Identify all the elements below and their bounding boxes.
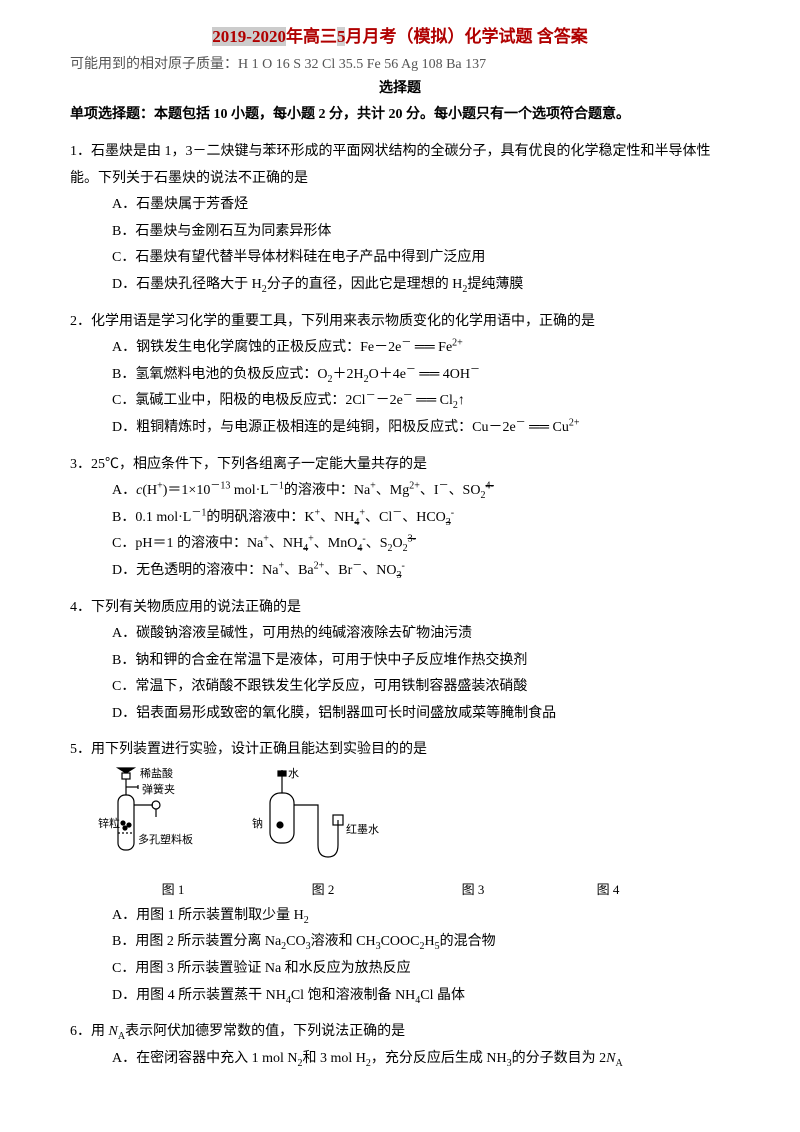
apparatus-2-icon: 水 钠 红墨水	[248, 765, 388, 870]
question-2: 2．化学用语是学习化学的重要工具，下列用来表示物质变化的化学用语中，正确的是 A…	[70, 309, 730, 442]
fig2-caption: 图 2	[248, 878, 398, 903]
q1-opt-b: B．石墨炔与金刚石互为同素异形体	[70, 219, 730, 246]
title-part2: 年高三	[286, 27, 337, 46]
svg-text:钠: 钠	[252, 816, 263, 830]
q5-opt-b: B．用图 2 所示装置分离 Na2CO3溶液和 CH3COOC2H5的混合物	[70, 929, 730, 956]
section-heading: 选择题	[70, 77, 730, 97]
question-4: 4．下列有关物质应用的说法正确的是 A．碳酸钠溶液呈碱性，可用热的纯碱溶液除去矿…	[70, 595, 730, 728]
svg-text:稀盐酸: 稀盐酸	[140, 766, 173, 780]
q5-figures: 稀盐酸 弹簧夹 锌粒 多孔塑料板	[98, 770, 730, 874]
q4-body: 4．下列有关物质应用的说法正确的是	[70, 595, 730, 622]
fig3-caption: 图 3	[398, 878, 548, 903]
q3-opt-b: B．0.1 mol·L－1的明矾溶液中：K+、NH4+、Cl－、HCO3-	[70, 505, 730, 532]
title-part4: 月月考（模拟）化学试题 含答案	[345, 27, 587, 46]
q4-opt-d: D．铝表面易形成致密的氧化膜，铝制器皿可长时间盛放咸菜等腌制食品	[70, 701, 730, 728]
fig4-caption: 图 4	[548, 878, 668, 903]
svg-text:弹簧夹: 弹簧夹	[142, 782, 175, 796]
q4-opt-b: B．钠和钾的合金在常温下是液体，可用于快中子反应堆作热交换剂	[70, 648, 730, 675]
fig1-caption: 图 1	[98, 878, 248, 903]
q4-opt-c: C．常温下，浓硝酸不跟铁发生化学反应，可用铁制容器盛装浓硝酸	[70, 674, 730, 701]
svg-text:锌粒: 锌粒	[98, 816, 120, 830]
title-part1: 2019-2020	[212, 27, 286, 46]
apparatus-1-icon: 稀盐酸 弹簧夹 锌粒 多孔塑料板	[98, 765, 208, 870]
q3-opt-c: C．pH＝1 的溶液中：Na+、NH4+、MnO4-、S2O23-	[70, 531, 730, 558]
exam-page: 2019-2020年高三5月月考（模拟）化学试题 含答案 可能用到的相对原子质量…	[0, 0, 800, 1096]
q5-opt-d: D．用图 4 所示装置蒸干 NH4Cl 饱和溶液制备 NH4Cl 晶体	[70, 983, 730, 1010]
q2-opt-d: D．粗铜精炼时，与电源正极相连的是纯铜，阳极反应式：Cu－2e－ ══ Cu2+	[70, 415, 730, 442]
svg-text:红墨水: 红墨水	[346, 823, 379, 836]
svg-text:水: 水	[288, 767, 299, 780]
q6-opt-a: A．在密闭容器中充入 1 mol N2和 3 mol H2，充分反应后生成 NH…	[70, 1046, 730, 1073]
svg-text:多孔塑料板: 多孔塑料板	[138, 832, 193, 846]
q5-opt-c: C．用图 3 所示装置验证 Na 和水反应为放热反应	[70, 956, 730, 983]
q5-opt-a: A．用图 1 所示装置制取少量 H2	[70, 903, 730, 930]
figure-captions: 图 1 图 2 图 3 图 4	[98, 878, 730, 903]
q4-opt-a: A．碳酸钠溶液呈碱性，可用热的纯碱溶液除去矿物油污渍	[70, 621, 730, 648]
figure-1: 稀盐酸 弹簧夹 锌粒 多孔塑料板	[98, 770, 208, 874]
mass-items: H 1 O 16 S 32 Cl 35.5 Fe 56 Ag 108 Ba 13…	[238, 57, 486, 72]
q2-opt-b: B．氢氧燃料电池的负极反应式：O2＋2H2O＋4e－ ══ 4OH－	[70, 362, 730, 389]
question-1: 1．石墨炔是由 1，3－二炔键与苯环形成的平面网状结构的全碳分子，具有优良的化学…	[70, 139, 730, 299]
q1-body: 1．石墨炔是由 1，3－二炔键与苯环形成的平面网状结构的全碳分子，具有优良的化学…	[70, 139, 730, 192]
q3-opt-a: A．c(H+)＝1×10－13 mol·L－1的溶液中：Na+、Mg2+、I－、…	[70, 478, 730, 505]
mass-label: 可能用到的相对原子质量：	[70, 57, 238, 72]
q3-opt-d: D．无色透明的溶液中：Na+、Ba2+、Br－、NO3-	[70, 558, 730, 585]
q6-body: 6．用 NA表示阿伏加德罗常数的值，下列说法正确的是	[70, 1019, 730, 1046]
q2-body: 2．化学用语是学习化学的重要工具，下列用来表示物质变化的化学用语中，正确的是	[70, 309, 730, 336]
q1-opt-a: A．石墨炔属于芳香烃	[70, 192, 730, 219]
figure-2: 水 钠 红墨水	[248, 770, 388, 874]
q1-opt-c: C．石墨炔有望代替半导体材料硅在电子产品中得到广泛应用	[70, 245, 730, 272]
q3-body: 3．25℃，相应条件下，下列各组离子一定能大量共存的是	[70, 452, 730, 479]
instructions: 单项选择题：本题包括 10 小题，每小题 2 分，共计 20 分。每小题只有一个…	[70, 103, 730, 123]
q5-body: 5．用下列装置进行实验，设计正确且能达到实验目的的是	[70, 737, 730, 764]
q2-opt-c: C．氯碱工业中，阳极的电极反应式：2Cl－－2e－ ══ Cl2↑	[70, 388, 730, 415]
q2-opt-a: A．钢铁发生电化学腐蚀的正极反应式：Fe－2e－ ══ Fe2+	[70, 335, 730, 362]
q1-opt-d: D．石墨炔孔径略大于 H2分子的直径，因此它是理想的 H2提纯薄膜	[70, 272, 730, 299]
question-3: 3．25℃，相应条件下，下列各组离子一定能大量共存的是 A．c(H+)＝1×10…	[70, 452, 730, 585]
atomic-mass-line: 可能用到的相对原子质量：H 1 O 16 S 32 Cl 35.5 Fe 56 …	[70, 53, 730, 73]
page-title: 2019-2020年高三5月月考（模拟）化学试题 含答案	[70, 22, 730, 47]
question-6: 6．用 NA表示阿伏加德罗常数的值，下列说法正确的是 A．在密闭容器中充入 1 …	[70, 1019, 730, 1072]
question-5: 5．用下列装置进行实验，设计正确且能达到实验目的的是	[70, 737, 730, 1009]
